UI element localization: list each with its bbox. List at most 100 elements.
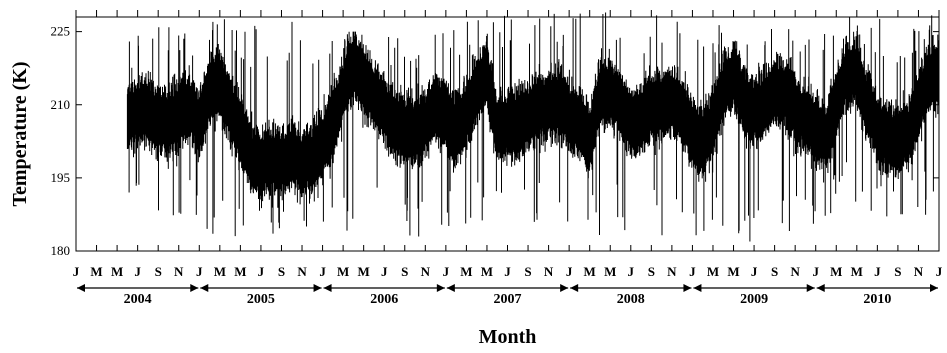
x-tick-label: M	[851, 264, 863, 279]
x-tick-label: M	[234, 264, 246, 279]
data-point	[419, 128, 422, 130]
year-arrow-head-right	[806, 284, 815, 292]
data-point	[203, 123, 206, 126]
year-label: 2006	[370, 292, 398, 307]
year-label: 2007	[494, 292, 522, 307]
data-point	[665, 104, 668, 106]
x-tick-label: S	[771, 264, 778, 279]
x-tick-label: S	[648, 264, 655, 279]
data-point	[460, 128, 463, 130]
data-point	[224, 84, 226, 87]
data-point	[573, 113, 576, 116]
x-tick-label: S	[894, 264, 901, 279]
x-tick-label: N	[174, 264, 184, 279]
data-point	[840, 104, 843, 106]
year-label: 2010	[863, 292, 891, 307]
x-tick-label: J	[443, 264, 450, 279]
data-point	[234, 108, 236, 111]
data-point	[686, 113, 689, 116]
year-label: 2009	[740, 292, 768, 307]
data-point	[604, 94, 606, 96]
data-point	[552, 104, 555, 106]
data-point	[193, 104, 195, 106]
x-tick-label: N	[667, 264, 677, 279]
data-point	[285, 162, 288, 165]
year-label: 2004	[124, 292, 152, 307]
x-tick-label: N	[914, 264, 924, 279]
data-point	[470, 113, 473, 116]
year-arrow-head-left	[323, 284, 332, 292]
x-tick-label: M	[90, 264, 102, 279]
data-point	[748, 99, 750, 101]
x-tick-label: J	[73, 264, 80, 279]
data-point	[892, 138, 894, 140]
x-tick-label: M	[214, 264, 226, 279]
data-point	[316, 157, 319, 160]
year-arrow-head-left	[446, 284, 455, 292]
y-tick-label: 195	[51, 170, 71, 185]
data-point	[368, 79, 370, 82]
data-point	[624, 104, 627, 106]
x-tick-label: S	[524, 264, 531, 279]
x-tick-label: M	[707, 264, 719, 279]
series-trace-0	[126, 12, 940, 242]
data-point	[439, 104, 442, 106]
data-point	[162, 118, 165, 121]
x-tick-label: J	[751, 264, 758, 279]
data-point	[779, 89, 781, 91]
year-arrow-head-right	[930, 284, 938, 292]
year-arrow-head-left	[816, 284, 825, 292]
year-arrow-head-right	[436, 284, 445, 292]
data-point	[357, 65, 360, 67]
year-arrow-head-left	[200, 284, 209, 292]
data-point	[912, 133, 915, 135]
x-tick-label: S	[278, 264, 285, 279]
x-tick-label: J	[258, 264, 265, 279]
x-tick-label: M	[481, 264, 493, 279]
data-point	[429, 123, 432, 126]
data-point	[183, 113, 185, 116]
y-axis-title: Temperature (K)	[9, 62, 31, 207]
data-point	[861, 69, 863, 72]
data-point	[717, 123, 719, 126]
x-tick-label: M	[604, 264, 616, 279]
x-tick-label: S	[155, 264, 162, 279]
data-point	[809, 118, 812, 121]
y-tick-label: 210	[51, 97, 71, 112]
data-point	[378, 94, 380, 96]
data-point	[737, 74, 740, 77]
data-point	[255, 157, 257, 160]
x-tick-label: M	[727, 264, 739, 279]
data-point	[696, 128, 699, 130]
data-point	[491, 74, 493, 77]
x-tick-label: J	[936, 264, 943, 279]
x-tick-label: J	[381, 264, 388, 279]
data-point	[542, 108, 545, 111]
y-axis-ticks: 180 195 210 225	[51, 24, 939, 258]
x-tick-label: N	[790, 264, 800, 279]
data-point	[409, 128, 411, 130]
data-point	[871, 104, 873, 106]
data-point	[532, 113, 534, 116]
data-point	[131, 118, 134, 121]
data-point	[789, 94, 791, 96]
data-point	[244, 128, 247, 130]
x-tick-label: J	[874, 264, 881, 279]
year-arrow-head-right	[313, 284, 322, 292]
x-axis-title: Month	[479, 326, 537, 348]
data-point	[707, 143, 709, 145]
year-arrow-head-right	[560, 284, 569, 292]
data-point	[265, 162, 267, 165]
data-point	[306, 162, 309, 165]
data-point	[758, 108, 760, 111]
x-tick-label: S	[401, 264, 408, 279]
data-point	[799, 108, 802, 111]
data-point	[337, 123, 339, 126]
x-tick-label: M	[111, 264, 123, 279]
data-point	[594, 138, 596, 140]
data-point	[727, 89, 730, 91]
x-tick-label: J	[196, 264, 203, 279]
year-arrow-head-left	[693, 284, 702, 292]
series-layer	[126, 12, 940, 242]
